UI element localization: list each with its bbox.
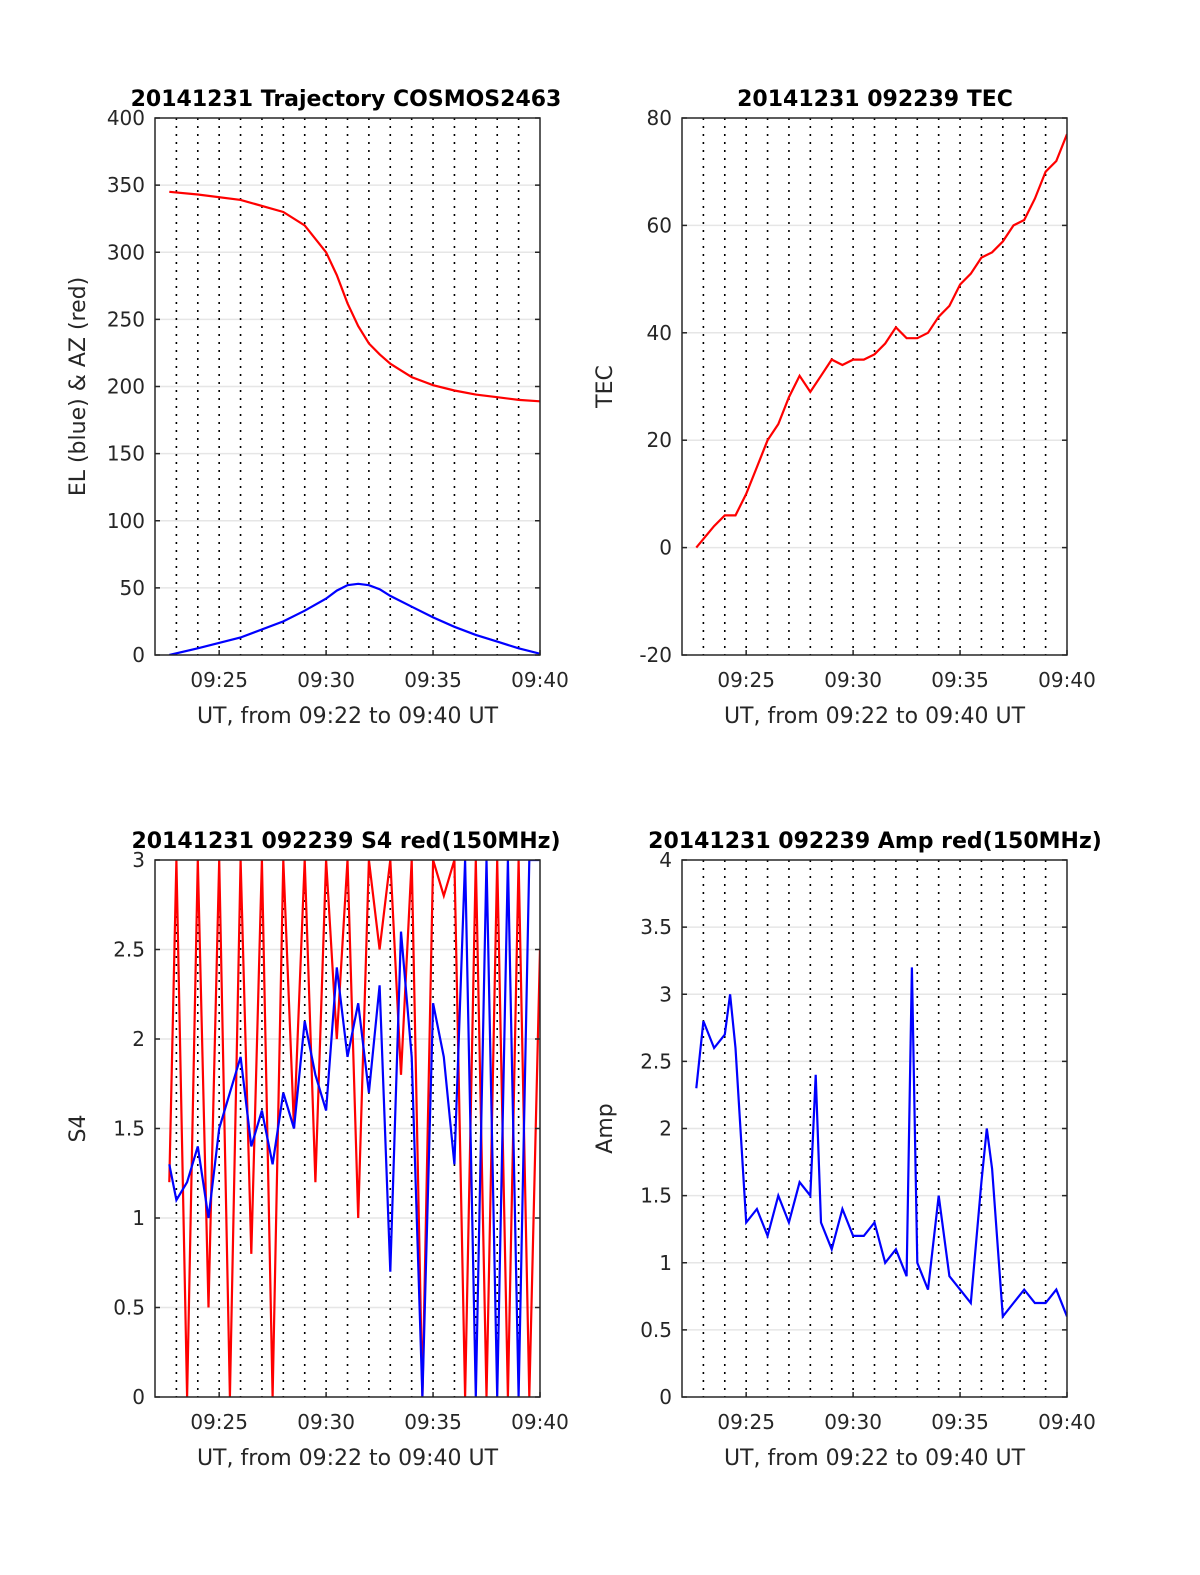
y-tick-label: 0 bbox=[659, 1385, 672, 1409]
x-tick-label: 09:30 bbox=[824, 668, 882, 692]
chart-panel-p1: 0 50 100 150 200 250 300 350 400 09:25 09:30 09:35 0… bbox=[66, 87, 569, 729]
y-tick-label: 60 bbox=[647, 213, 672, 237]
y-tick-label: -20 bbox=[639, 643, 672, 667]
chart-title: 20141231 092239 S4 red(150MHz) bbox=[131, 829, 560, 854]
y-tick-label: 1 bbox=[659, 1251, 672, 1275]
x-tick-label: 09:35 bbox=[404, 1410, 462, 1434]
y-tick-label: 0 bbox=[132, 1385, 145, 1409]
x-tick-label: 09:25 bbox=[190, 668, 248, 692]
y-tick-label: 2.5 bbox=[640, 1049, 672, 1073]
y-tick-label: 3.5 bbox=[640, 915, 672, 939]
x-tick-label: 09:30 bbox=[297, 1410, 355, 1434]
y-axis-label: Amp bbox=[593, 1103, 618, 1153]
series-line-amp bbox=[695, 967, 1067, 1320]
chart-title: 20141231 092239 TEC bbox=[737, 87, 1013, 112]
y-tick-label: 40 bbox=[647, 321, 672, 345]
x-tick-label: 09:30 bbox=[297, 668, 355, 692]
x-tick-label: 09:25 bbox=[717, 668, 775, 692]
y-tick-label: 2 bbox=[132, 1027, 145, 1051]
y-tick-label: 350 bbox=[107, 173, 145, 197]
y-tick-label: 1.5 bbox=[113, 1117, 145, 1141]
y-tick-label: 150 bbox=[107, 442, 145, 466]
y-tick-label: 1 bbox=[132, 1206, 145, 1230]
y-tick-label: 2 bbox=[659, 1117, 672, 1141]
y-axis-label: EL (blue) & AZ (red) bbox=[66, 277, 91, 496]
x-tick-label: 09:35 bbox=[931, 668, 989, 692]
x-axis-label: UT, from 09:22 to 09:40 UT bbox=[197, 1446, 499, 1471]
y-tick-label: 1.5 bbox=[640, 1184, 672, 1208]
x-axis-label: UT, from 09:22 to 09:40 UT bbox=[197, 704, 499, 729]
y-tick-label: 0 bbox=[659, 536, 672, 560]
series-line-tec bbox=[695, 133, 1067, 549]
y-tick-label: 20 bbox=[647, 428, 672, 452]
x-axis-label: UT, from 09:22 to 09:40 UT bbox=[724, 1446, 1026, 1471]
y-tick-label: 250 bbox=[107, 307, 145, 331]
y-tick-label: 100 bbox=[107, 509, 145, 533]
y-tick-label: 50 bbox=[120, 576, 145, 600]
x-tick-label: 09:35 bbox=[931, 1410, 989, 1434]
series-line-az bbox=[169, 190, 540, 403]
chart-title: 20141231 Trajectory COSMOS2463 bbox=[131, 87, 562, 112]
x-tick-label: 09:30 bbox=[824, 1410, 882, 1434]
x-tick-label: 09:25 bbox=[717, 1410, 775, 1434]
series-line-s4_blue bbox=[168, 860, 540, 1397]
x-axis-label: UT, from 09:22 to 09:40 UT bbox=[724, 704, 1026, 729]
chart-panel-p2: -20 0 20 40 60 80 09:25 09:30 09:35 09:40 20141231… bbox=[593, 87, 1096, 729]
x-tick-label: 09:25 bbox=[190, 1410, 248, 1434]
x-tick-label: 09:40 bbox=[511, 1410, 569, 1434]
chart-panel-p3: 0 0.5 1 1.5 2 2.5 3 09:25 09:30 09:35 09:40 2014123… bbox=[66, 829, 569, 1471]
y-tick-label: 3 bbox=[132, 848, 145, 872]
series-line-el bbox=[169, 582, 540, 655]
y-tick-label: 0.5 bbox=[113, 1296, 145, 1320]
y-tick-label: 80 bbox=[647, 106, 672, 130]
y-tick-label: 4 bbox=[659, 848, 672, 872]
y-tick-label: 0 bbox=[132, 643, 145, 667]
series-line-s4_red bbox=[168, 860, 540, 1397]
y-tick-label: 0.5 bbox=[640, 1318, 672, 1342]
y-tick-label: 200 bbox=[107, 375, 145, 399]
chart-panel-p4: 0 0.5 1 1.5 2 2.5 3 3.5 4 09:25 09:30 09:35 09:40 201… bbox=[593, 829, 1102, 1471]
x-tick-label: 09:40 bbox=[511, 668, 569, 692]
y-axis-label: S4 bbox=[66, 1115, 91, 1143]
y-tick-label: 300 bbox=[107, 240, 145, 264]
axes-frame bbox=[681, 117, 1068, 656]
x-tick-label: 09:35 bbox=[404, 668, 462, 692]
chart-title: 20141231 092239 Amp red(150MHz) bbox=[648, 829, 1102, 854]
y-axis-label: TEC bbox=[593, 365, 618, 409]
y-tick-label: 3 bbox=[659, 982, 672, 1006]
y-tick-label: 400 bbox=[107, 106, 145, 130]
x-tick-label: 09:40 bbox=[1038, 1410, 1096, 1434]
x-tick-label: 09:40 bbox=[1038, 668, 1096, 692]
y-tick-label: 2.5 bbox=[113, 938, 145, 962]
